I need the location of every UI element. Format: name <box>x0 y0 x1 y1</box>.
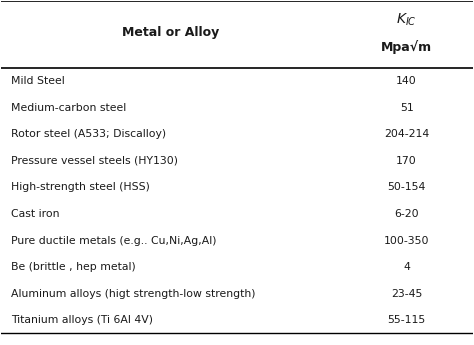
Text: 204-214: 204-214 <box>384 129 429 139</box>
Text: Mild Steel: Mild Steel <box>11 76 64 86</box>
Text: Be (brittle , hep metal): Be (brittle , hep metal) <box>11 262 136 272</box>
Text: 4: 4 <box>403 262 410 272</box>
Text: 50-154: 50-154 <box>387 183 426 193</box>
Text: 55-115: 55-115 <box>388 315 426 325</box>
Text: Titanium alloys (Ti 6Al 4V): Titanium alloys (Ti 6Al 4V) <box>11 315 153 325</box>
Text: 23-45: 23-45 <box>391 288 422 298</box>
Text: 140: 140 <box>396 76 417 86</box>
Text: $K_{IC}$: $K_{IC}$ <box>396 12 417 28</box>
Text: Pure ductile metals (e.g.. Cu,Ni,Ag,Al): Pure ductile metals (e.g.. Cu,Ni,Ag,Al) <box>11 236 216 246</box>
Text: 6-20: 6-20 <box>394 209 419 219</box>
Text: Rotor steel (A533; Discalloy): Rotor steel (A533; Discalloy) <box>11 129 166 139</box>
Text: Mpa√m: Mpa√m <box>381 40 432 53</box>
Text: 170: 170 <box>396 156 417 166</box>
Text: Pressure vessel steels (HY130): Pressure vessel steels (HY130) <box>11 156 178 166</box>
Text: Medium-carbon steel: Medium-carbon steel <box>11 103 126 113</box>
Text: Aluminum alloys (higt strength-low strength): Aluminum alloys (higt strength-low stren… <box>11 288 255 298</box>
Text: 51: 51 <box>400 103 413 113</box>
Text: High-strength steel (HSS): High-strength steel (HSS) <box>11 183 150 193</box>
Text: Cast iron: Cast iron <box>11 209 59 219</box>
Text: 100-350: 100-350 <box>384 236 429 246</box>
Text: Metal or Alloy: Metal or Alloy <box>122 26 219 39</box>
